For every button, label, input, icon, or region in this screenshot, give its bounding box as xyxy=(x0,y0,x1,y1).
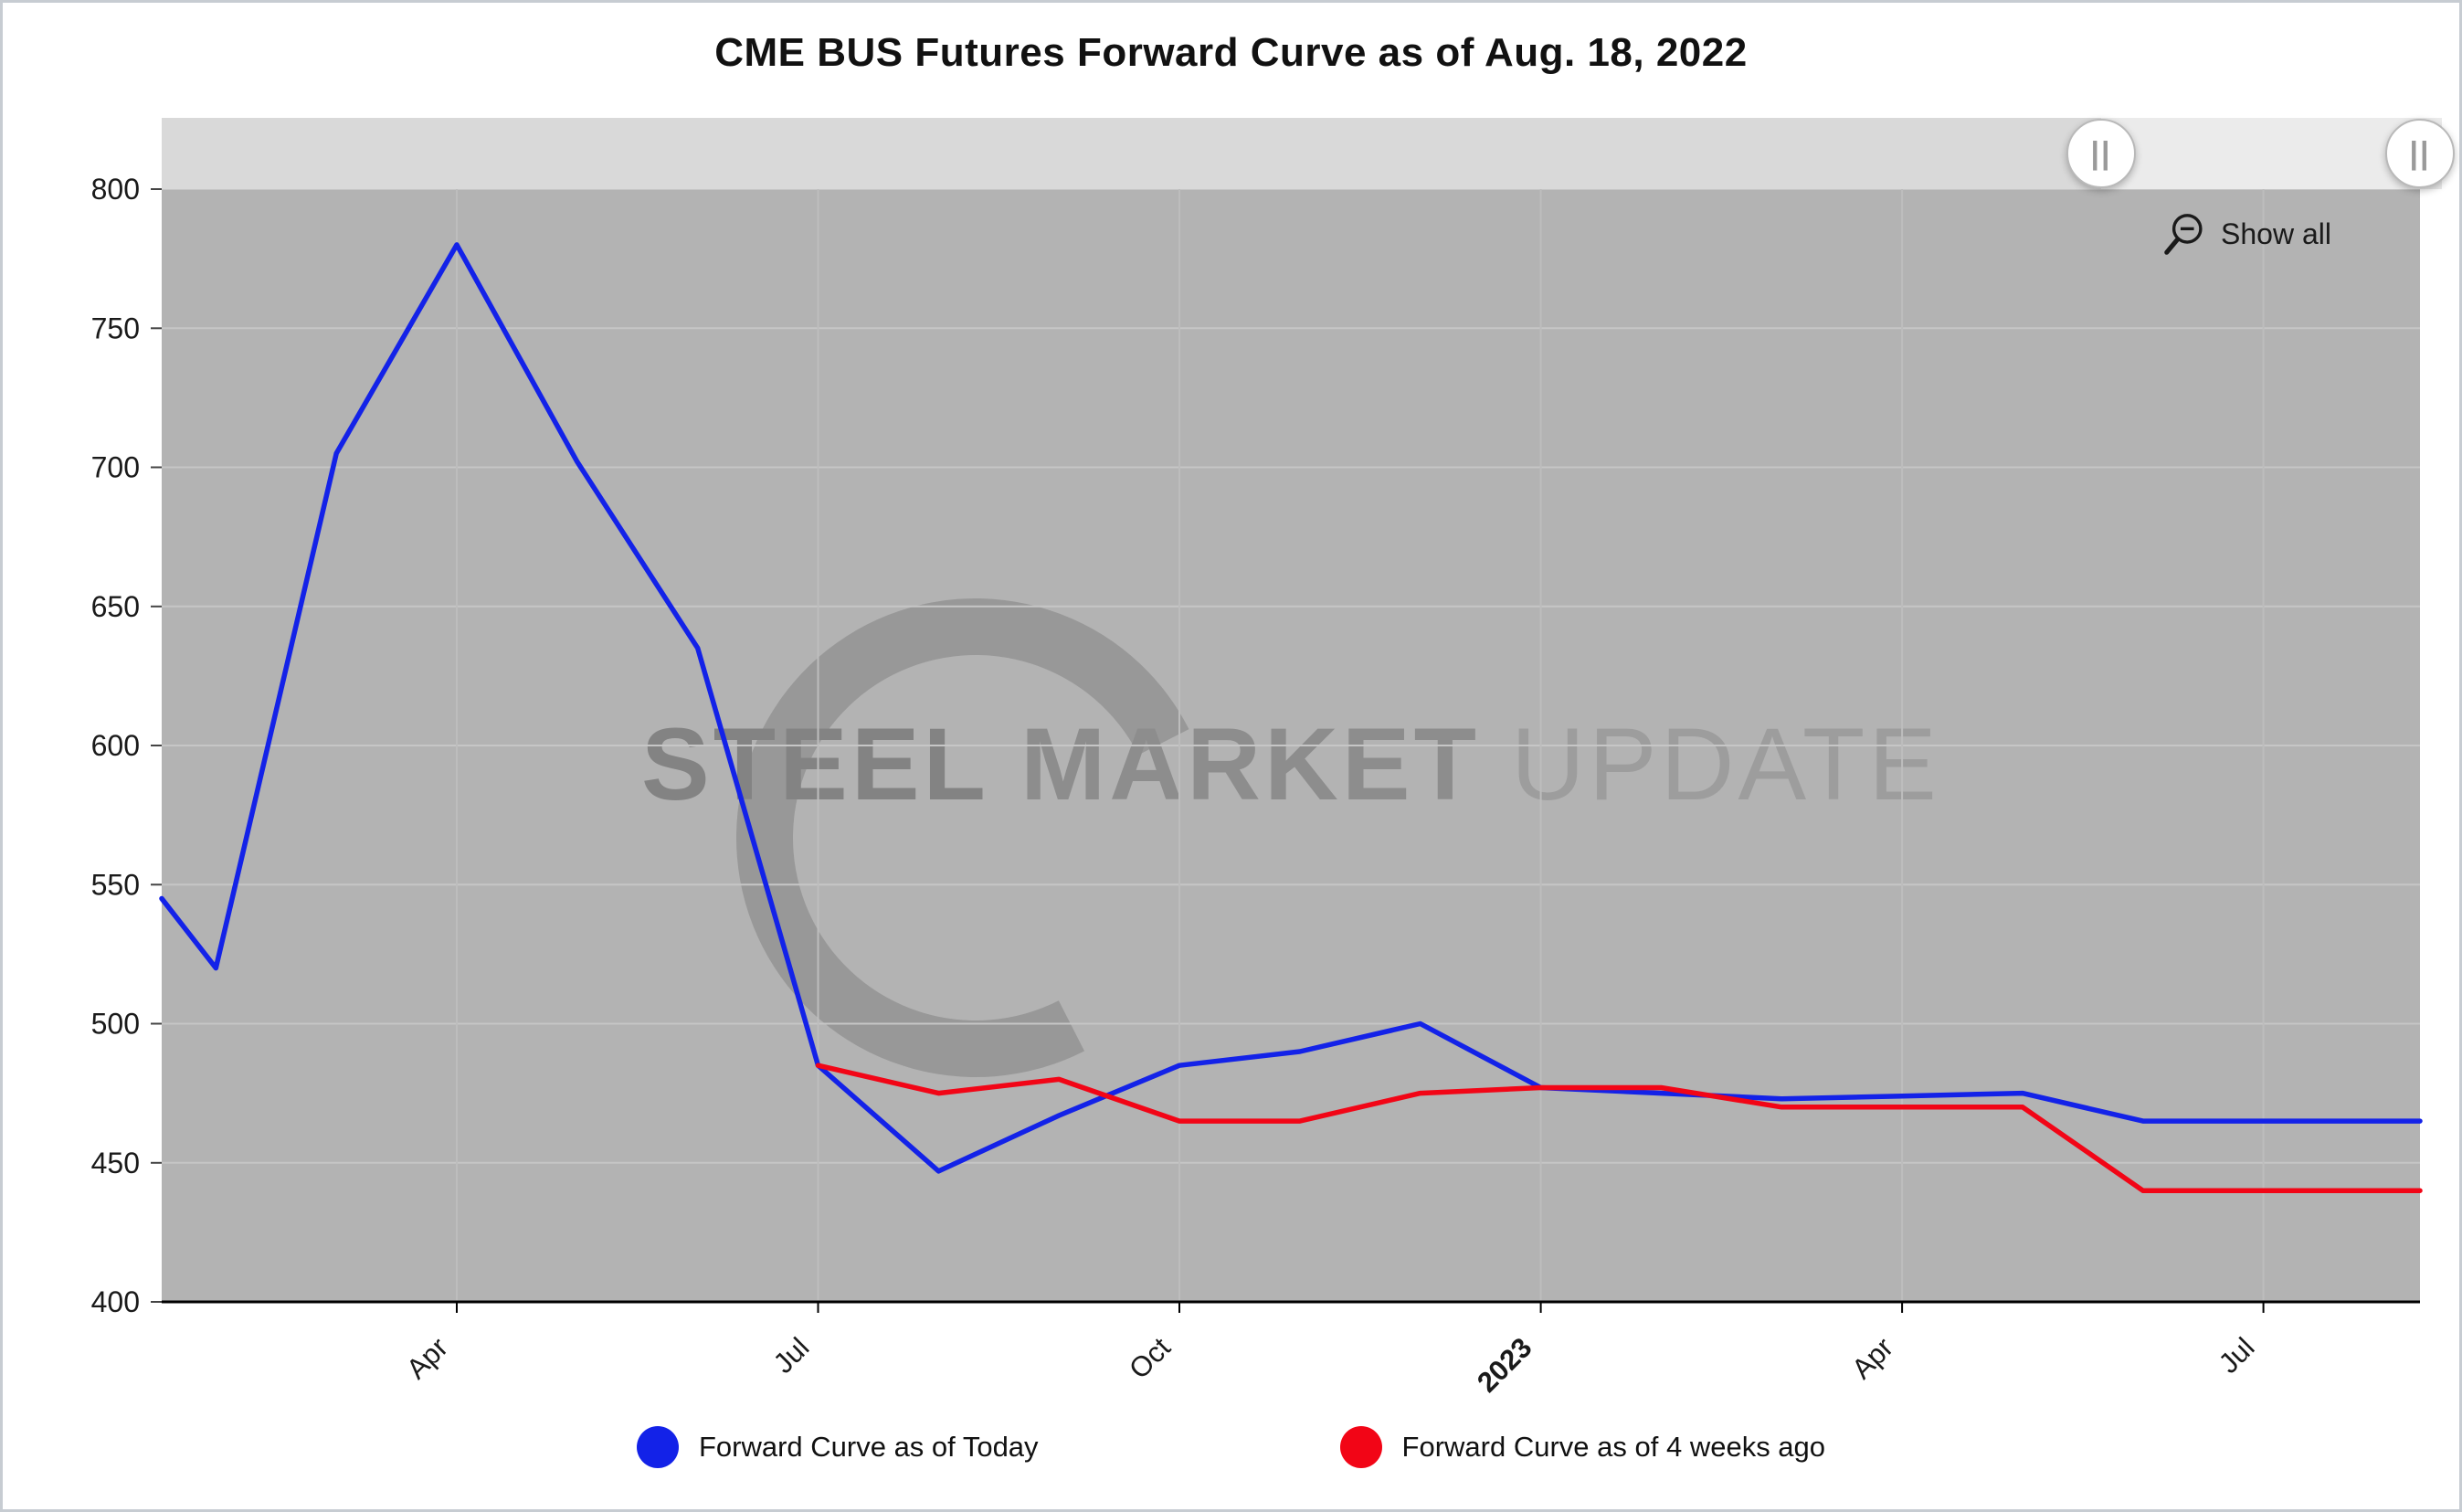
y-axis-label: 750 xyxy=(91,312,140,344)
y-axis-label: 700 xyxy=(91,451,140,484)
zoom-out-icon xyxy=(2164,214,2203,255)
chart-title: CME BUS Futures Forward Curve as of Aug.… xyxy=(714,30,1748,75)
navigator-left-handle[interactable]: || xyxy=(2066,119,2136,188)
y-axis-label: 550 xyxy=(91,868,140,901)
legend-label: Forward Curve as of Today xyxy=(698,1431,1039,1463)
x-axis-label: Jul xyxy=(2213,1331,2261,1380)
x-axis-label: Oct xyxy=(1123,1331,1177,1385)
navigator-selected-range[interactable] xyxy=(2101,118,2442,189)
y-axis-label: 500 xyxy=(91,1008,140,1041)
navigator-right-handle[interactable]: || xyxy=(2385,119,2455,188)
y-axis-label: 450 xyxy=(91,1147,140,1179)
y-axis-label: 650 xyxy=(91,590,140,623)
legend-item-forward-curve-today[interactable]: Forward Curve as of Today xyxy=(636,1426,1039,1468)
blue-series-marker-icon xyxy=(636,1426,679,1468)
forward-curve-plot[interactable]: 400 450 500 550 600 650 700 750 800 Apr Jul Oct 2023… xyxy=(3,3,2462,1512)
x-axis-label: 2023 xyxy=(1471,1331,1538,1399)
chart-legend: Forward Curve as of Today Forward Curve … xyxy=(3,1426,2459,1468)
legend-label: Forward Curve as of 4 weeks ago xyxy=(1401,1431,1826,1463)
y-axis-label: 800 xyxy=(91,173,140,206)
show-all-label: Show all xyxy=(2221,217,2331,250)
series-line-today xyxy=(159,242,2423,1174)
navigator-scrollbar[interactable]: || || xyxy=(162,118,2455,189)
legend-item-forward-curve-4-weeks-ago[interactable]: Forward Curve as of 4 weeks ago xyxy=(1339,1426,1826,1468)
x-axis-label: Apr xyxy=(400,1331,454,1385)
x-axis-label: Apr xyxy=(1845,1331,1899,1385)
series-line-4-weeks-ago xyxy=(815,1063,2423,1193)
y-axis-label: 400 xyxy=(91,1285,140,1318)
show-all-button[interactable]: Show all xyxy=(2161,209,2331,259)
red-series-marker-icon xyxy=(1339,1426,1382,1468)
x-axis-label: Jul xyxy=(767,1331,816,1380)
y-axis-label: 600 xyxy=(91,729,140,762)
